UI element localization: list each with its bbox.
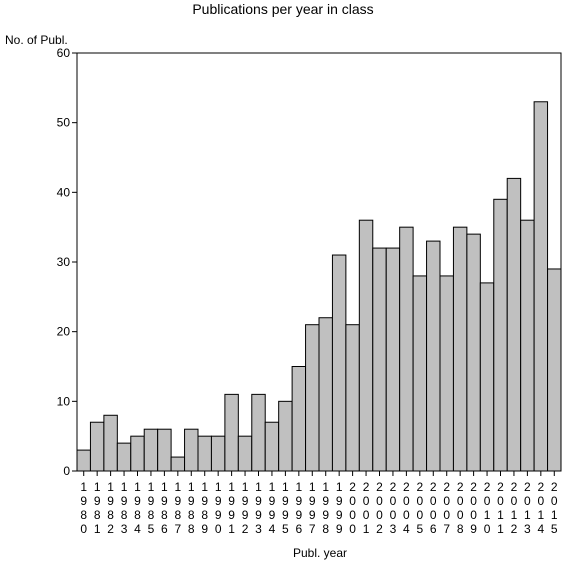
bar-2015 — [547, 268, 562, 472]
bar-1993 — [251, 393, 266, 472]
bar-1991 — [224, 393, 239, 472]
bar-2011 — [493, 198, 508, 472]
bar-2006 — [426, 240, 441, 472]
bar-2001 — [358, 219, 374, 472]
bar-2012 — [506, 177, 522, 472]
bar-2014 — [533, 101, 549, 472]
bars-group — [76, 101, 562, 472]
bar-2007 — [439, 275, 454, 472]
y-tick-label: 20 — [57, 325, 71, 339]
y-tick-label: 60 — [57, 46, 71, 60]
y-tick-label: 50 — [57, 116, 71, 130]
bar-2004 — [399, 226, 414, 472]
bar-1982 — [103, 414, 118, 472]
bar-1989 — [197, 435, 212, 472]
bar-1999 — [331, 254, 347, 472]
bar-2010 — [479, 282, 495, 472]
y-tick-label: 40 — [57, 185, 71, 199]
y-tick-label: 0 — [63, 464, 70, 478]
bar-1995 — [278, 400, 293, 472]
bar-1994 — [264, 421, 280, 472]
bar-1980 — [76, 449, 91, 472]
bar-1984 — [130, 435, 145, 472]
chart-title: Publications per year in class — [192, 1, 373, 17]
bar-1998 — [318, 317, 333, 472]
bar-1985 — [143, 428, 159, 472]
bar-2008 — [452, 226, 468, 472]
bar-1996 — [291, 366, 307, 472]
x-axis-label: Publ. year — [293, 546, 347, 560]
x-axis: 1 9 8 0 1 9 8 1 1 9 8 2 1 9 8 3 1 9 8 4 1 9 8 5 1 9 8 6 1 9 8 7 1 9 8 8 1 9 8 9… — [80, 471, 558, 536]
bar-1990 — [210, 435, 226, 472]
y-axis-label: No. of Publ. — [5, 33, 68, 47]
bar-1981 — [89, 421, 105, 472]
bar-2000 — [345, 324, 360, 472]
bar-2013 — [520, 219, 535, 472]
y-tick-label: 30 — [57, 255, 71, 269]
bar-1992 — [237, 435, 253, 472]
y-tick-label: 10 — [57, 394, 71, 408]
bar-1986 — [157, 428, 172, 472]
bar-1983 — [116, 442, 132, 472]
bar-2003 — [385, 247, 401, 472]
y-axis: 0 10 20 30 40 50 60 — [57, 46, 77, 478]
bar-1997 — [305, 324, 320, 472]
bar-1987 — [170, 456, 186, 472]
bar-2002 — [372, 247, 387, 472]
bar-2005 — [412, 275, 428, 472]
bar-2009 — [466, 233, 481, 472]
bar-1988 — [184, 428, 199, 472]
